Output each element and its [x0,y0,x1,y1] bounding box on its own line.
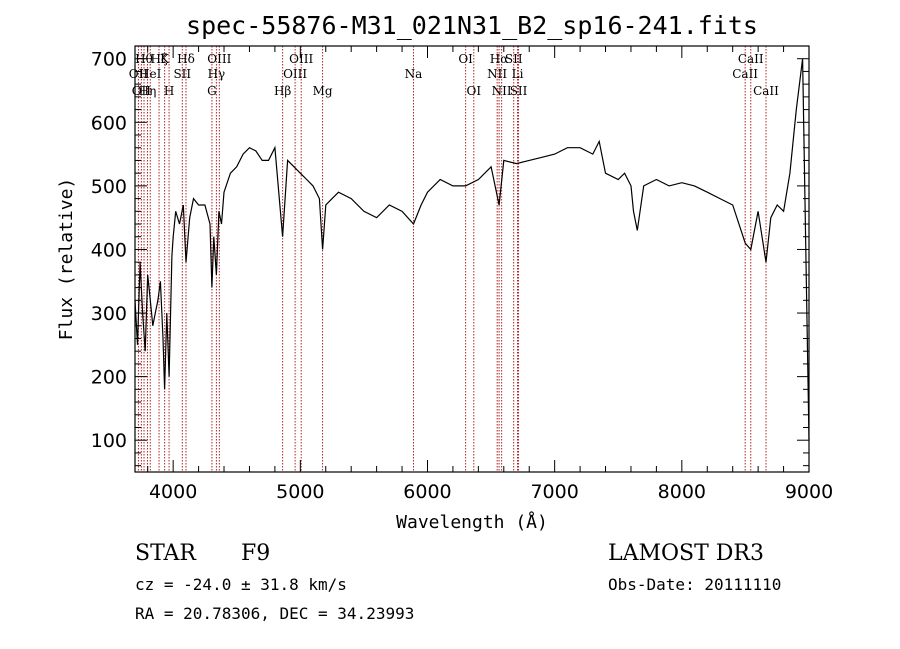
line-marker-label-7: H [164,84,174,98]
line-marker-label-21: Hα [490,52,509,66]
object-subclass: F9 [241,541,270,566]
x-tick-label-5: 9000 [785,481,833,503]
x-tick-label-4: 8000 [658,481,706,503]
line-marker-label-18: OI [458,52,473,66]
x-axis-label: Wavelength (Å) [396,511,548,533]
line-marker-label-26: CaII [732,67,758,81]
line-marker-label-22: NII [492,84,512,98]
line-marker-label-17: Na [405,67,423,81]
line-marker-label-19: OI [466,84,481,98]
line-marker-label-20: NII [487,67,507,81]
line-marker-label-3: Hη [139,84,157,98]
line-marker-label-13: Hβ [274,84,291,98]
line-marker-label-4: HeI [139,67,162,81]
line-marker-labels: OIIOIIHθHηHeIHζKHSIIHδGHγOIIIHβOIIIOIIIM… [129,52,779,98]
object-class: STAR [135,541,197,566]
line-marker-label-9: Hδ [177,52,195,66]
spectrum-line [134,58,810,441]
y-tick-label-6: 700 [91,49,127,71]
x-tick-label-0: 4000 [149,481,197,503]
survey-name: LAMOST DR3 [608,541,764,566]
y-tick-label-0: 100 [91,430,127,452]
x-tick-label-3: 7000 [530,481,578,503]
plot-frame [134,45,810,473]
y-tick-label-3: 400 [91,239,127,261]
line-marker-label-16: Mg [313,84,333,98]
line-marker-label-1: OII [132,84,152,98]
line-marker-label-6: K [160,52,170,66]
axis-ticks: 4000 5000 6000 7000 8000 9000 100 200 300 400 500 6… [91,46,833,503]
y-tick-label-5: 600 [91,112,127,134]
x-tick-label-1: 5000 [276,481,324,503]
chart-title: spec-55876-M31_021N31_B2_sp16-241.fits [186,11,758,40]
line-markers [137,46,767,472]
line-marker-label-14: OIII [283,67,307,81]
y-axis-label: Flux (relative) [56,178,77,341]
line-marker-label-23: SII [505,52,523,66]
line-marker-label-10: G [207,84,217,98]
line-marker-label-28: CaII [753,84,779,98]
observation-date: Obs-Date: 20111110 [608,575,781,594]
line-marker-label-24: Li [512,67,524,81]
redshift-velocity: cz = -24.0 ± 31.8 km/s [135,575,347,594]
line-marker-label-0: OII [129,67,149,81]
line-marker-label-27: CaII [738,52,764,66]
y-tick-label-4: 500 [91,176,127,198]
line-marker-label-12: OIII [207,52,231,66]
line-marker-label-8: SII [173,67,191,81]
line-marker-label-15: OIII [289,52,313,66]
y-tick-label-2: 300 [91,303,127,325]
y-tick-label-1: 200 [91,367,127,389]
x-tick-label-2: 6000 [403,481,451,503]
line-marker-label-5: Hζ [151,52,168,66]
coordinates: RA = 20.78306, DEC = 34.23993 [135,604,414,623]
line-marker-label-11: Hγ [208,67,226,81]
line-marker-label-25: SII [510,84,528,98]
